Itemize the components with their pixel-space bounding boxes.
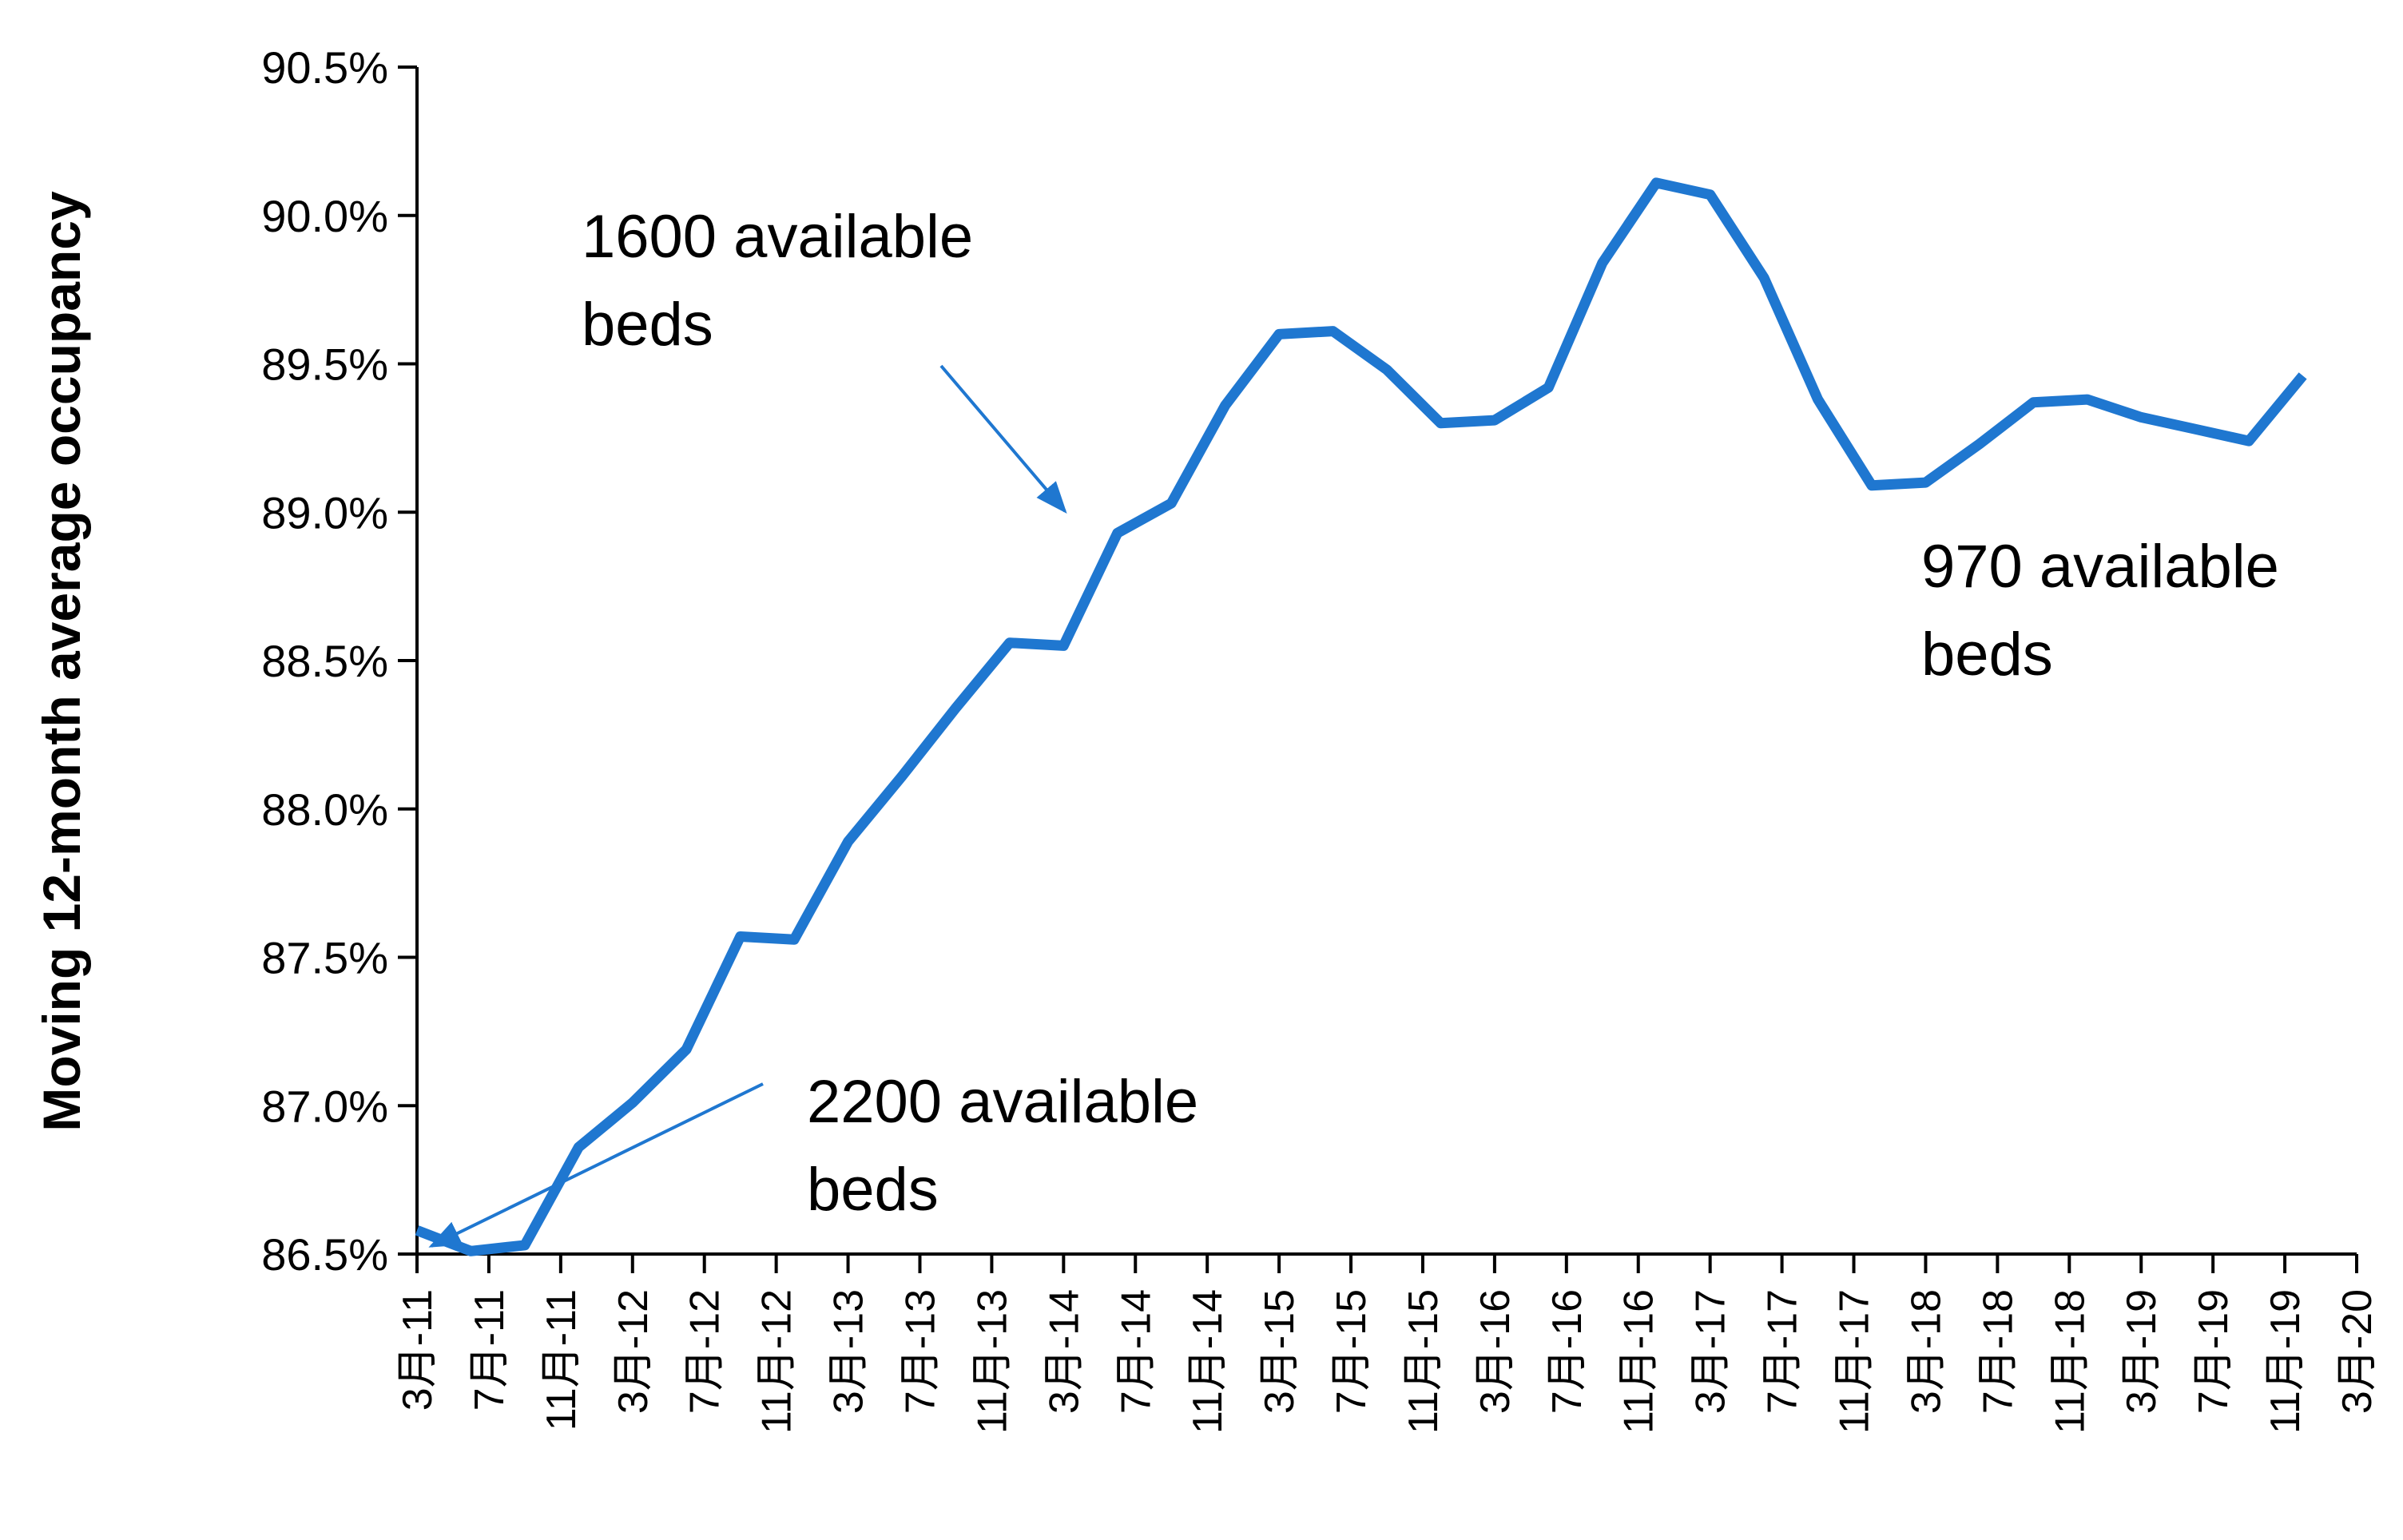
x-tick-label: 11月-16 xyxy=(1616,1289,1662,1434)
x-tick-label: 7月-16 xyxy=(1544,1289,1591,1414)
data-point xyxy=(1763,277,1765,279)
x-tick-label: 11月-18 xyxy=(2047,1289,2093,1434)
data-point xyxy=(1170,502,1172,504)
data-point xyxy=(1602,262,1603,264)
data-point xyxy=(1655,182,1657,184)
x-tick-label: 3月-19 xyxy=(2119,1289,2165,1414)
annotation-2200-line2: beds xyxy=(807,1156,939,1224)
x-tick-label: 11月-15 xyxy=(1400,1289,1447,1434)
y-axis: 86.5% 87.0% 87.5% 88.0% 88.5% 89.0% 89.5% 90.0%… xyxy=(261,42,419,1280)
x-tick-label: 7月-12 xyxy=(682,1289,729,1414)
x-tick-label: 3月-13 xyxy=(826,1289,872,1414)
data-point xyxy=(848,841,849,843)
data-point xyxy=(1062,645,1064,646)
data-point xyxy=(1924,482,1926,483)
x-tick-label: 3月-17 xyxy=(1688,1289,1734,1414)
annotation-1600-line1: 1600 available xyxy=(582,203,973,271)
data-point xyxy=(1117,532,1118,534)
data-point xyxy=(524,1244,526,1246)
annotation-1600-line2: beds xyxy=(582,291,713,359)
data-point xyxy=(955,707,956,708)
annotation-970-line1: 970 available xyxy=(1921,533,2279,601)
annotation-arrow-2200 xyxy=(428,1082,764,1248)
y-tick-label: 90.0% xyxy=(261,191,388,241)
y-tick-label: 86.5% xyxy=(261,1229,388,1280)
y-tick-label: 90.5% xyxy=(261,42,388,93)
y-tick-label: 89.5% xyxy=(261,339,388,390)
x-tick-label: 11月-19 xyxy=(2262,1289,2309,1434)
annotation-2200-line1: 2200 available xyxy=(807,1068,1198,1136)
data-point xyxy=(1386,369,1388,371)
data-point xyxy=(2302,375,2304,376)
x-tick-label: 7月-13 xyxy=(897,1289,943,1414)
data-point xyxy=(1278,333,1280,335)
data-point xyxy=(1440,423,1441,424)
x-tick-label: 3月-15 xyxy=(1257,1289,1303,1414)
data-point xyxy=(632,1102,634,1104)
data-point xyxy=(2248,440,2250,442)
x-tick-label: 3月-12 xyxy=(610,1289,657,1414)
data-point xyxy=(470,1250,471,1252)
series-line-0 xyxy=(415,177,2307,1256)
data-point xyxy=(1817,399,1819,400)
annotation-970-line2: beds xyxy=(1921,621,2053,689)
data-point xyxy=(1333,331,1334,332)
x-tick-label: 11月-14 xyxy=(1185,1289,1231,1434)
annotation-arrow-1600 xyxy=(939,364,1067,514)
x-tick-label: 7月-19 xyxy=(2191,1289,2237,1414)
x-tick-label: 7月-18 xyxy=(1975,1289,2021,1414)
data-point xyxy=(2032,402,2034,403)
data-point xyxy=(793,939,795,940)
x-tick-label: 11月-13 xyxy=(969,1289,1015,1434)
data-point xyxy=(2087,399,2088,400)
x-tick-label: 7月-11 xyxy=(467,1289,513,1411)
x-tick-label: 3月-11 xyxy=(395,1289,441,1411)
series-layer xyxy=(415,177,2307,1256)
data-point xyxy=(1547,387,1549,388)
data-point xyxy=(1871,485,1873,486)
x-tick-label: 3月-18 xyxy=(1903,1289,1949,1414)
x-tick-label: 11月-17 xyxy=(1832,1289,1878,1434)
y-tick-label: 87.5% xyxy=(261,933,388,983)
x-tick-label: 11月-12 xyxy=(754,1289,800,1434)
x-axis: 3月-11 7月-11 11月-11 3月-12 7月-12 11月-12 3月-13 7月-… xyxy=(395,1252,2381,1434)
annotations: 1600 available beds 2200 available beds … xyxy=(428,203,2279,1248)
y-tick-label: 88.5% xyxy=(261,636,388,686)
data-point xyxy=(1494,419,1495,421)
x-tick-label: 7月-14 xyxy=(1113,1289,1159,1414)
data-point xyxy=(1225,405,1226,407)
x-tick-label: 7月-15 xyxy=(1329,1289,1375,1414)
data-point xyxy=(901,776,903,777)
data-point xyxy=(578,1146,579,1148)
x-tick-label: 3月-20 xyxy=(2334,1289,2381,1414)
data-point xyxy=(1979,443,1980,445)
data-point xyxy=(2140,416,2142,418)
data-point xyxy=(416,1229,418,1231)
data-point xyxy=(1710,194,1711,196)
y-tick-label: 87.0% xyxy=(261,1081,388,1131)
data-point xyxy=(740,936,741,938)
y-axis-label: Moving 12-month average occupancy xyxy=(32,191,91,1132)
y-tick-label: 89.0% xyxy=(261,487,388,538)
data-point xyxy=(2194,428,2196,430)
y-tick-label: 88.0% xyxy=(261,784,388,835)
data-point xyxy=(685,1049,687,1050)
data-point xyxy=(1009,642,1011,644)
x-tick-label: 11月-11 xyxy=(538,1289,585,1431)
x-tick-label: 7月-17 xyxy=(1760,1289,1806,1414)
x-tick-label: 3月-14 xyxy=(1041,1289,1087,1414)
x-tick-label: 3月-16 xyxy=(1472,1289,1519,1414)
